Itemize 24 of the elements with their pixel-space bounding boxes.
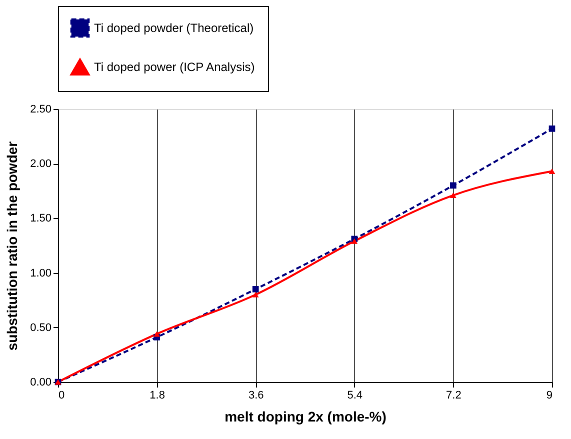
y-tick-label: 2.50 xyxy=(30,104,52,116)
y-tick-label: 2.00 xyxy=(30,158,52,170)
y-axis-title: substitution ratio in the powder xyxy=(4,140,20,351)
point xyxy=(548,125,556,132)
y-tick-label: 1.00 xyxy=(30,267,52,280)
point xyxy=(450,192,456,198)
x-tick-label: 7.2 xyxy=(446,390,462,402)
point xyxy=(154,331,160,337)
point xyxy=(252,292,259,298)
x-tick-label: 9 xyxy=(546,390,552,402)
x-tick-label: 5.4 xyxy=(347,390,363,402)
point xyxy=(252,286,259,292)
point xyxy=(351,238,358,244)
x-tick-label: 1.8 xyxy=(150,390,165,402)
y-tick-label: 0.50 xyxy=(30,322,52,334)
x-tick-label: 3.6 xyxy=(248,390,264,402)
y-tick-label: 1.50 xyxy=(30,212,52,225)
x-axis-title: melt doping 2x (mole-%) xyxy=(224,408,386,424)
x-tick-label: 0 xyxy=(58,390,65,402)
point xyxy=(548,168,556,174)
y-tick-label: 0.00 xyxy=(30,376,52,388)
legend-label: Ti doped powder (Theoretical) xyxy=(94,21,254,35)
legend-label: Ti doped power (ICP Analysis) xyxy=(94,60,255,74)
point xyxy=(450,182,456,189)
